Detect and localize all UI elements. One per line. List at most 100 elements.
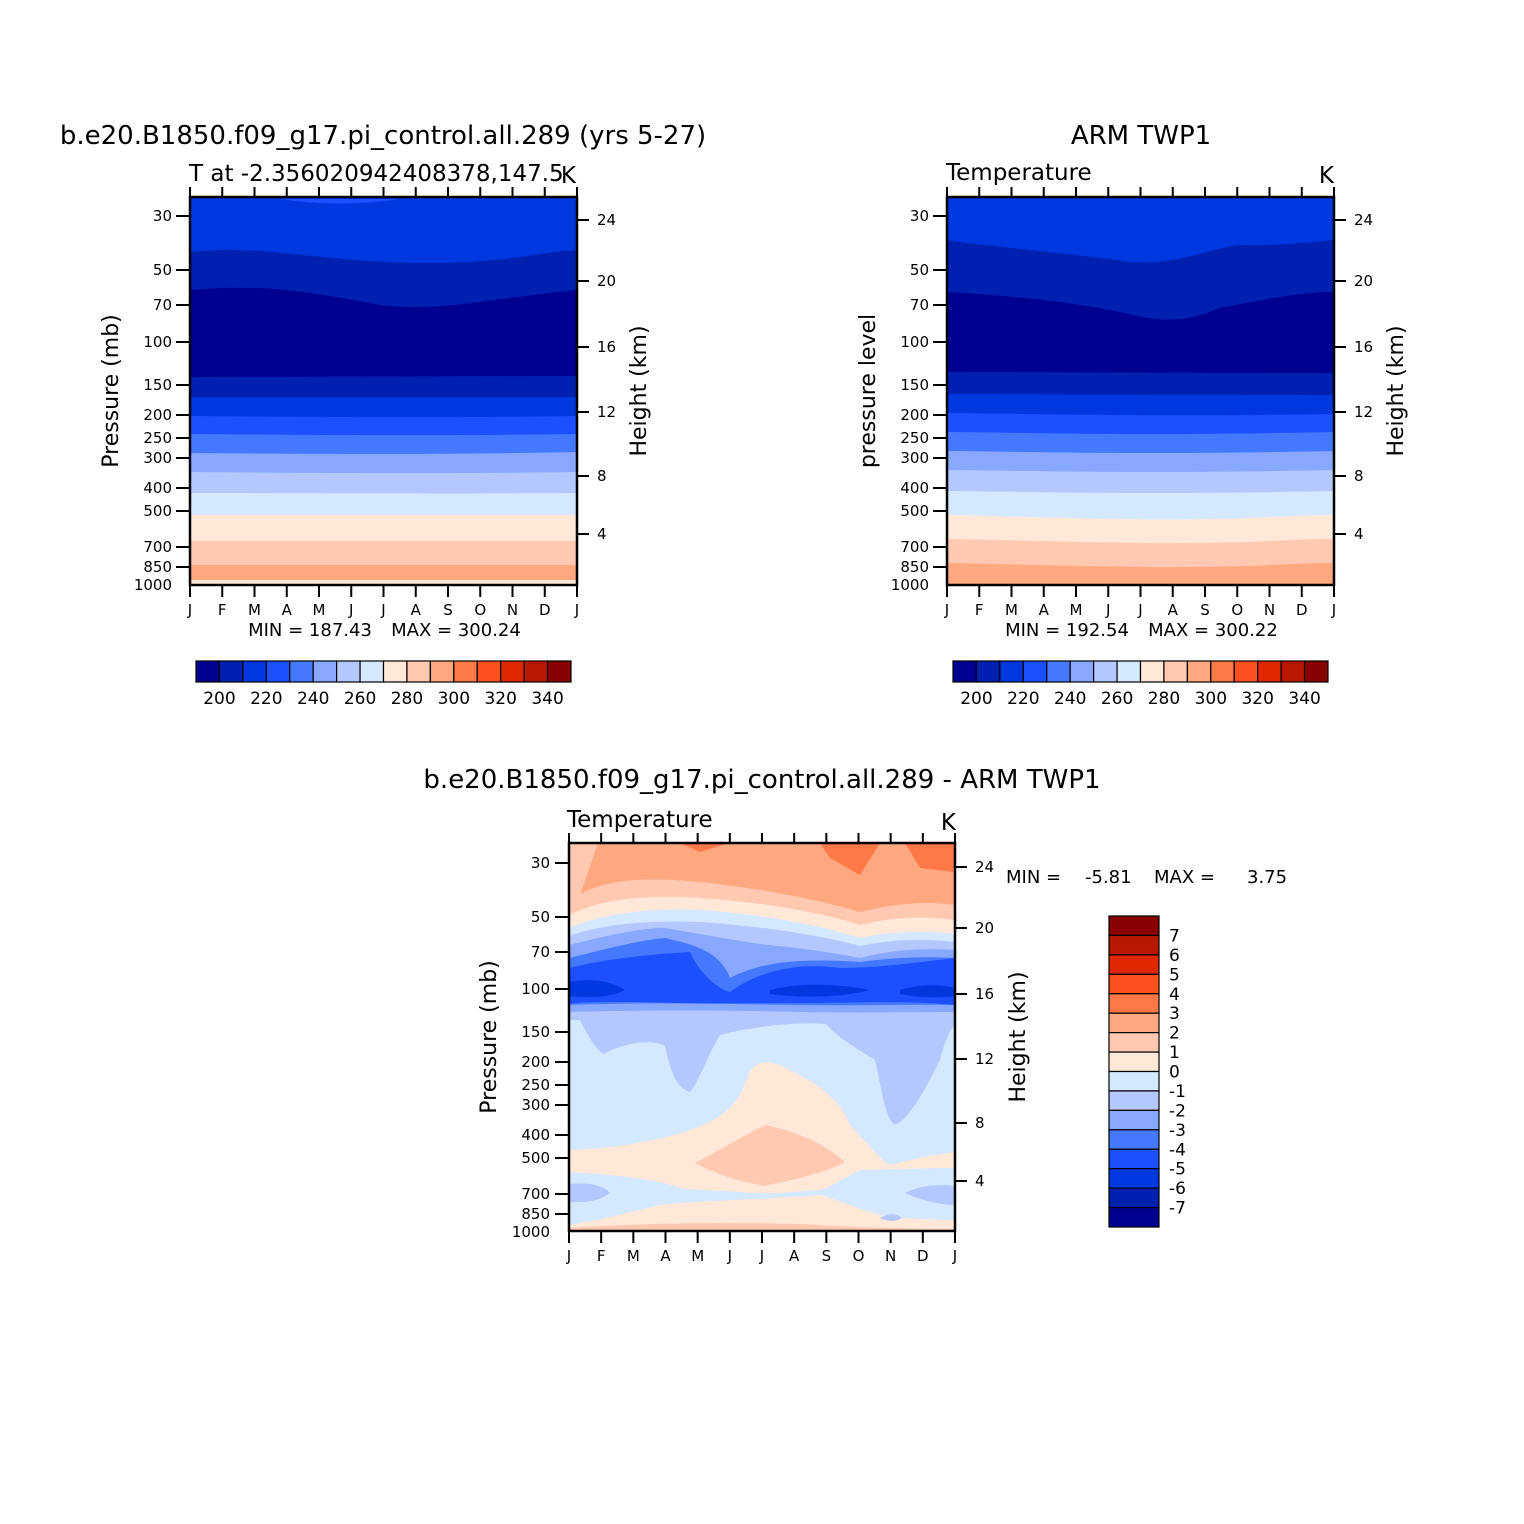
x-tick-label: A (1039, 601, 1050, 619)
contour-band (569, 843, 598, 900)
colorbar-swatch (1069, 660, 1095, 683)
y-axis-label: Pressure (mb) (477, 960, 502, 1114)
colorbar-label: 320 (1241, 689, 1273, 709)
y-tick-label: 1000 (891, 576, 929, 594)
contour-band (770, 984, 870, 997)
colorbar-swatch (1163, 660, 1188, 683)
panel-model: b.e20.B1850.f09_g17.pi_control.all.289 (… (60, 121, 706, 709)
y-tick-label: 30 (531, 854, 550, 872)
min-stat-label: MIN = (1006, 867, 1061, 888)
max-stat-value: 3.75 (1247, 867, 1287, 888)
x-tick-label: M (627, 1247, 640, 1265)
y-tick-label-right: 20 (597, 272, 616, 290)
colorbar-swatch (453, 660, 478, 683)
colorbar-swatch (1108, 1148, 1160, 1170)
panel-obs-title: ARM TWP1 (1071, 121, 1211, 151)
colorbar-swatch (1139, 660, 1165, 683)
colorbar-label: -5 (1169, 1160, 1186, 1180)
panel-difference: b.e20.B1850.f09_g17.pi_control.all.289 -… (423, 765, 1287, 1265)
x-tick-label: N (885, 1247, 896, 1265)
y-tick-label-right: 8 (1354, 467, 1364, 485)
colorbar-label: -4 (1169, 1140, 1186, 1160)
max-stat: MAX = 300.24 (391, 620, 521, 641)
y-tick-label: 400 (521, 1126, 550, 1144)
contour-band (569, 1223, 955, 1231)
colorbar-swatch (265, 660, 291, 683)
y-tick-label: 200 (900, 406, 929, 424)
x-tick-label: S (443, 601, 453, 619)
colorbar-label: -2 (1169, 1101, 1186, 1121)
x-tick-label: O (474, 601, 486, 619)
y-ticks-right: 24 20 16 12 8 4 (597, 211, 616, 543)
colorbar-label: 340 (531, 689, 563, 709)
x-tick-label: N (507, 601, 518, 619)
colorbar-label: 240 (297, 689, 329, 709)
x-tick-label: M (313, 601, 326, 619)
x-tick-label: M (1070, 601, 1083, 619)
colorbar: 200 220 240 260 280 300 320 340 (952, 660, 1329, 709)
colorbar-swatch (1093, 660, 1118, 683)
y-tick-label: 30 (910, 207, 929, 225)
y-ticks-right: 24 20 16 12 8 4 (975, 858, 994, 1190)
x-tick-label: J (952, 1247, 957, 1265)
y-tick-label: 500 (900, 502, 929, 520)
y-tick-label: 250 (521, 1076, 550, 1094)
colorbar-label: 1 (1169, 1043, 1180, 1063)
y-tick-label-right: 12 (975, 1050, 994, 1068)
colorbar-swatch (975, 660, 1001, 683)
y-tick-label-right: 8 (597, 467, 607, 485)
contour-band (947, 563, 1334, 585)
y-axis-label: pressure level (856, 314, 881, 468)
colorbar-label: 200 (960, 689, 992, 709)
y-tick-label: 850 (900, 558, 929, 576)
y-tick-label-right: 4 (975, 1172, 985, 1190)
colorbar-swatch (1108, 934, 1160, 956)
colorbar-label: -3 (1169, 1121, 1186, 1141)
y-tick-label: 100 (143, 333, 172, 351)
colorbar-swatch (1108, 993, 1160, 1014)
panel-obs: ARM TWP1 Temperature K 30 50 70 100 150 … (856, 121, 1409, 709)
y-tick-label: 50 (153, 261, 172, 279)
colorbar-label: 0 (1169, 1063, 1180, 1083)
contour-band (680, 843, 730, 852)
colorbar-swatch (999, 660, 1024, 683)
x-tick-label: A (660, 1247, 671, 1265)
y-tick-label: 1000 (512, 1223, 550, 1241)
x-tick-label: F (218, 601, 227, 619)
y-tick-label: 300 (521, 1096, 550, 1114)
colorbar-label: 6 (1169, 946, 1180, 966)
colorbar-swatch (359, 660, 385, 683)
y-tick-label-right: 24 (1354, 211, 1373, 229)
max-stat: MAX = 300.22 (1148, 620, 1278, 641)
y-tick-label-right: 12 (1354, 403, 1373, 421)
colorbar-swatch (1108, 1109, 1160, 1131)
y-tick-marks-right (955, 866, 967, 1182)
y-tick-label-right: 8 (975, 1114, 985, 1132)
colorbar-swatch (1108, 1187, 1160, 1209)
panel-model-units: K (561, 163, 577, 189)
x-tick-label: M (691, 1247, 704, 1265)
y-tick-label: 850 (521, 1205, 550, 1223)
y-tick-label: 500 (521, 1149, 550, 1167)
colorbar-swatch (1108, 1168, 1160, 1189)
colorbar-swatch (1280, 660, 1306, 683)
panel-model-subtitle: T at -2.356020942408378,147.5 (188, 161, 564, 187)
contour-band (569, 1195, 955, 1231)
contour-band (695, 1125, 845, 1186)
y-tick-label: 30 (153, 207, 172, 225)
contour-band (569, 980, 625, 998)
colorbar-swatch (289, 660, 314, 683)
contour-band (900, 985, 955, 998)
y-tick-label: 300 (143, 449, 172, 467)
y-tick-label: 700 (900, 538, 929, 556)
y-tick-label: 400 (900, 479, 929, 497)
x-tick-label: N (1264, 601, 1275, 619)
contour-band (905, 843, 955, 872)
panel-diff-units: K (941, 810, 957, 836)
x-tick-label: J (1331, 601, 1336, 619)
colorbar-swatch (546, 660, 572, 683)
y-tick-label: 100 (521, 980, 550, 998)
contour-band (569, 1183, 610, 1203)
